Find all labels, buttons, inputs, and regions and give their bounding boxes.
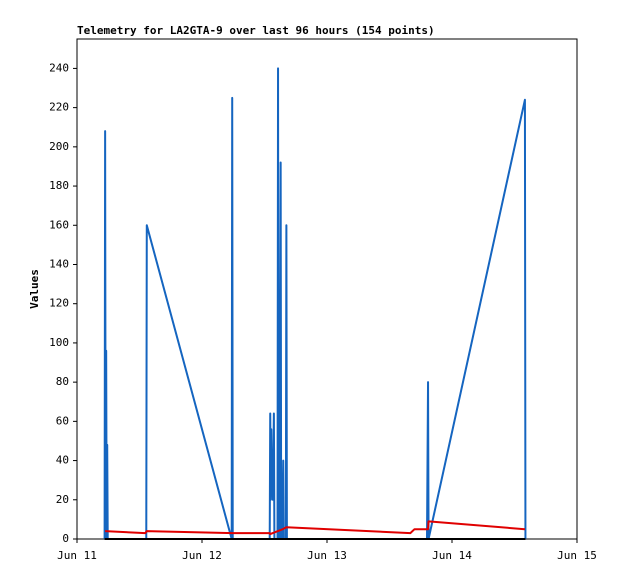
y-tick-label: 160 <box>49 218 69 231</box>
y-tick-label: 100 <box>49 336 69 349</box>
y-tick-label: 40 <box>56 454 69 467</box>
y-tick-label: 80 <box>56 375 69 388</box>
x-tick-label: Jun 14 <box>432 549 472 562</box>
x-tick-label: Jun 11 <box>57 549 97 562</box>
y-tick-label: 140 <box>49 257 69 270</box>
y-tick-label: 120 <box>49 297 69 310</box>
y-tick-label: 200 <box>49 140 69 153</box>
x-tick-label: Jun 13 <box>307 549 347 562</box>
y-tick-label: 60 <box>56 414 69 427</box>
y-axis-label: Values <box>28 269 41 309</box>
y-tick-label: 240 <box>49 61 69 74</box>
x-tick-label: Jun 12 <box>182 549 222 562</box>
x-tick-label: Jun 15 <box>557 549 597 562</box>
y-tick-label: 0 <box>62 532 69 545</box>
series-line <box>105 520 526 536</box>
y-tick-label: 180 <box>49 179 69 192</box>
chart-title: Telemetry for LA2GTA-9 over last 96 hour… <box>77 24 435 37</box>
y-tick-label: 20 <box>56 493 69 506</box>
y-tick-label: 220 <box>49 101 69 114</box>
